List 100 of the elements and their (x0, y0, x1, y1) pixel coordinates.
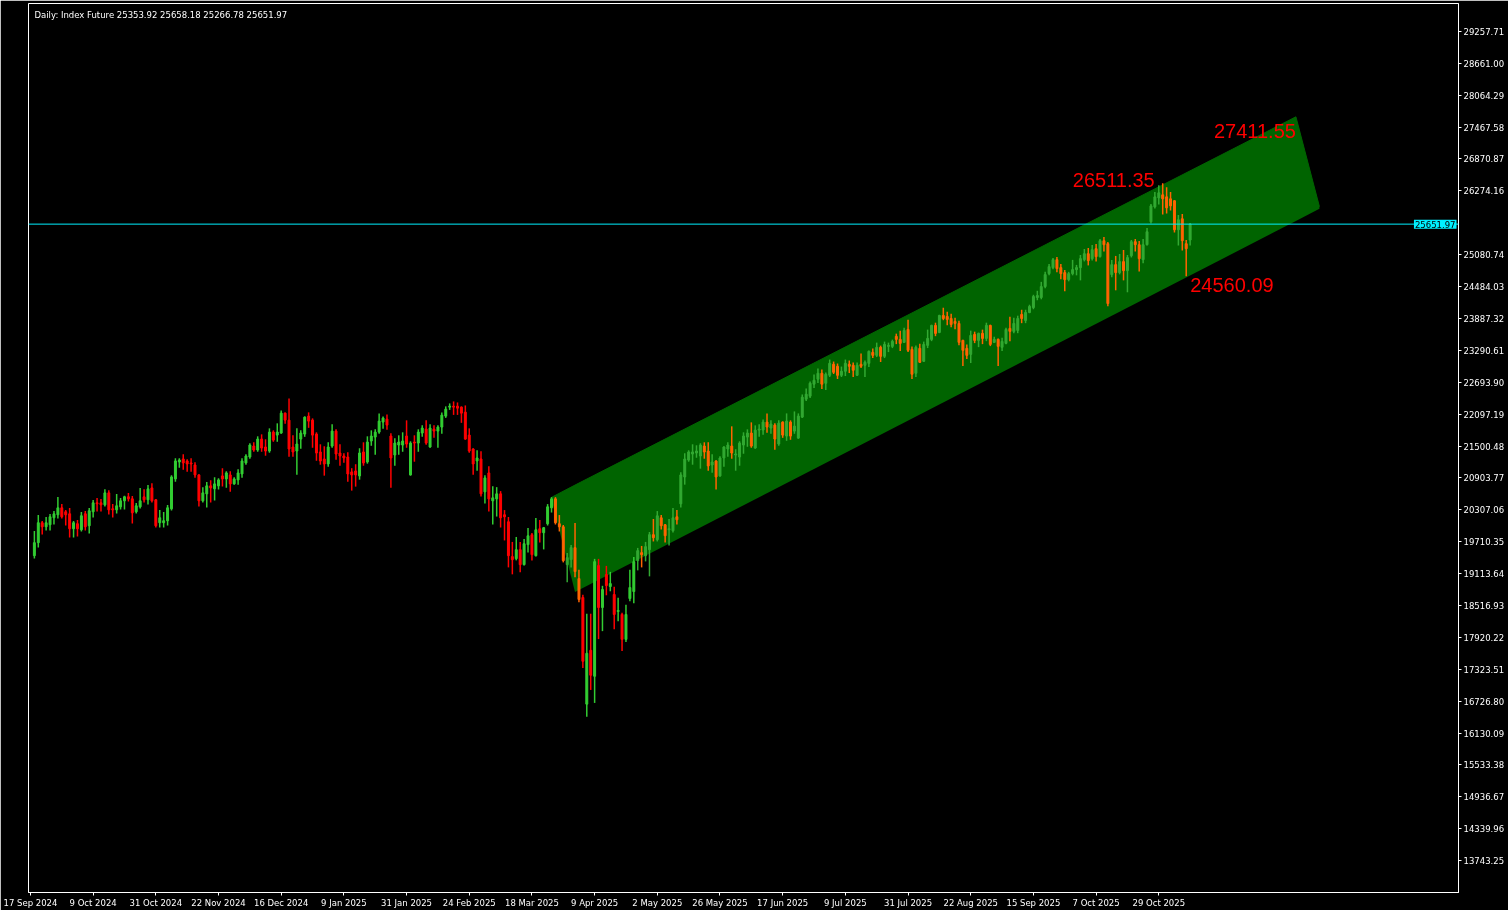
annotation: 26511.35 (1072, 168, 1155, 191)
candlestick (424, 420, 428, 445)
candlestick (749, 422, 753, 448)
y-tick-label: 29257.71 (1463, 26, 1505, 37)
candlestick (213, 477, 217, 501)
x-tick-label: 15 Sep 2025 (1006, 897, 1061, 908)
x-tick-label: 17 Jun 2025 (757, 897, 809, 908)
candlestick (933, 322, 937, 337)
x-tick-label: 16 Dec 2024 (254, 897, 309, 908)
candlestick (996, 338, 1000, 367)
candlestick (988, 324, 992, 347)
candlestick (209, 480, 213, 503)
y-tick-label: 22097.19 (1463, 409, 1505, 420)
candlestick (432, 425, 436, 438)
x-tick-label: 9 Jan 2025 (321, 897, 367, 908)
candlestick (675, 510, 679, 525)
candlestick (706, 442, 710, 471)
candlestick (691, 444, 695, 465)
candlestick (123, 495, 126, 510)
candlestick (636, 547, 640, 571)
candlestick (600, 585, 604, 632)
candlestick (456, 402, 459, 415)
candlestick (205, 482, 209, 508)
candlestick (981, 329, 984, 345)
x-tick-label: 26 May 2025 (692, 897, 748, 908)
candlestick (530, 532, 534, 561)
candlestick (412, 435, 416, 462)
y-tick-label: 24484.03 (1463, 282, 1505, 293)
y-tick-label: 26274.16 (1463, 186, 1505, 197)
candlestick (553, 497, 557, 525)
candlestick (1157, 185, 1161, 205)
y-tick-label: 17323.51 (1463, 664, 1505, 675)
candlestick (542, 526, 546, 550)
candlestick (765, 413, 769, 433)
x-tick-label: 9 Oct 2024 (69, 897, 117, 908)
y-tick-label: 14936.67 (1463, 792, 1505, 803)
candlestick (68, 508, 72, 538)
candlestick (185, 459, 189, 472)
candlestick (785, 413, 789, 441)
candlestick (130, 496, 134, 524)
candlestick (836, 363, 840, 379)
candlestick (75, 520, 79, 537)
y-tick-label: 27467.58 (1463, 122, 1505, 133)
candlestick (730, 426, 734, 459)
candlestick (365, 436, 369, 464)
candlestick (616, 597, 620, 622)
candlestick (1122, 249, 1126, 281)
candlestick (228, 471, 232, 492)
candlestick (138, 488, 142, 509)
y-tick-label: 25080.74 (1463, 250, 1505, 261)
candlestick (714, 460, 718, 490)
candlestick (99, 499, 103, 512)
candlestick (597, 558, 601, 640)
y-tick-label: 21500.48 (1463, 441, 1505, 452)
candlestick (389, 433, 393, 488)
candlestick (651, 519, 655, 542)
y-tick-label: 13743.25 (1463, 856, 1505, 867)
candlestick (354, 464, 358, 487)
candlestick (1137, 240, 1141, 272)
candlestick (295, 428, 299, 475)
candlestick (361, 442, 365, 466)
x-tick-label: 22 Nov 2024 (191, 897, 246, 908)
candlestick (898, 330, 902, 352)
candlestick (279, 410, 283, 434)
candlestick (358, 448, 362, 480)
candlestick (1172, 200, 1176, 233)
x-tick-label: 22 Aug 2025 (943, 897, 998, 908)
candlestick (514, 536, 518, 561)
x-tick-label: 31 Oct 2024 (129, 897, 183, 908)
y-tick-label: 28661.00 (1463, 58, 1505, 69)
candlestick (142, 489, 146, 503)
candlestick (346, 452, 350, 482)
y-tick-label: 22693.90 (1463, 377, 1505, 388)
candlestick (428, 424, 432, 448)
x-tick-label: 7 Oct 2025 (1072, 897, 1120, 908)
candlestick (710, 454, 714, 473)
candlestick (416, 429, 420, 452)
candlestick (264, 439, 268, 456)
candlestick (518, 541, 522, 573)
x-tick-label: 2 May 2025 (632, 897, 683, 908)
y-tick-label: 14339.96 (1463, 824, 1505, 835)
candlestick (95, 498, 99, 512)
candlestick (945, 311, 949, 326)
x-tick-label: 9 Jul 2025 (824, 897, 867, 908)
candlestick (604, 565, 608, 596)
candlestick (538, 520, 542, 543)
y-tick-label: 15533.38 (1463, 760, 1505, 771)
candlestick (667, 519, 671, 546)
candlestick (647, 531, 651, 577)
candlestick (640, 545, 644, 568)
candlestick (1118, 253, 1122, 275)
x-tick-label: 17 Sep 2024 (3, 897, 58, 908)
candlestick (322, 446, 326, 476)
candlestick (773, 423, 777, 450)
candlestick (491, 486, 495, 525)
y-tick-label: 20903.77 (1463, 473, 1505, 484)
y-tick-label: 23290.61 (1463, 345, 1505, 356)
candlestick (698, 443, 702, 469)
candlestick (1125, 254, 1129, 293)
candlestick (922, 341, 926, 363)
